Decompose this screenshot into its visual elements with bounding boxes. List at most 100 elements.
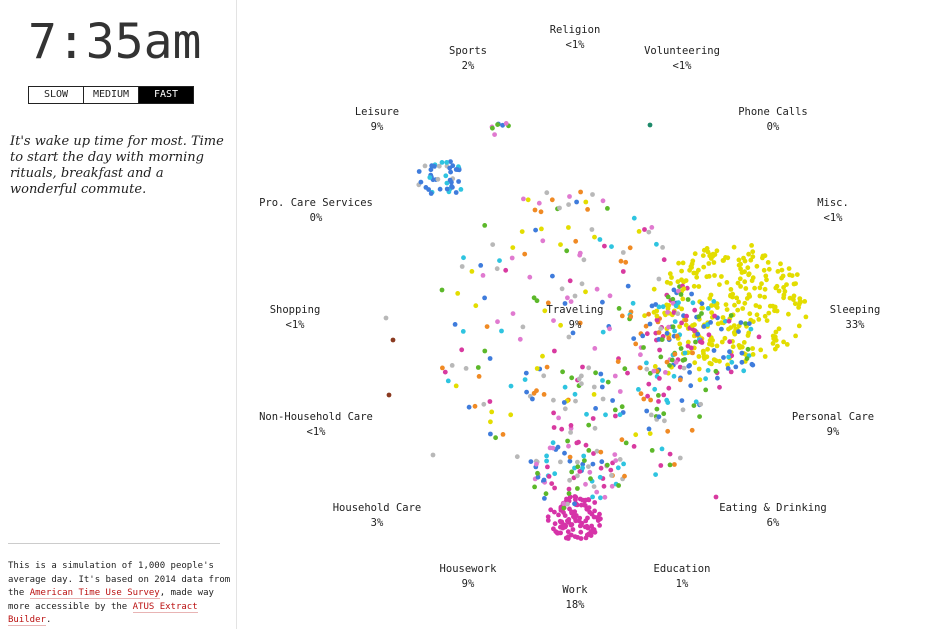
atus-extract-builder-link[interactable]: ATUS Extract Builder <box>8 601 198 626</box>
person-dot-traveling <box>646 381 652 387</box>
person-dot-traveling <box>459 347 465 353</box>
person-dot-traveling <box>619 313 625 319</box>
person-dot-traveling <box>566 225 571 230</box>
person-dot-mixed <box>567 458 573 464</box>
person-dot-sleeping <box>701 264 707 270</box>
person-dot-mixed <box>582 458 587 463</box>
person-dot-sleeping <box>772 308 777 314</box>
person-dot-sports <box>492 132 497 138</box>
person-dot-mixed <box>567 477 572 483</box>
person-dot-personal-care <box>705 306 711 311</box>
person-dot-sleeping <box>754 263 760 269</box>
person-dot-sleeping <box>757 293 763 299</box>
person-dot-personal-care <box>739 350 745 356</box>
person-dot-traveling <box>475 365 481 370</box>
atus-link[interactable]: American Time Use Survey <box>29 588 160 599</box>
person-dot-sports <box>495 122 500 127</box>
person-dot-mixed <box>544 458 549 464</box>
person-dot-traveling <box>530 396 535 402</box>
person-dot-eating <box>586 448 592 453</box>
activity-label-volunteering: Volunteering <box>644 45 720 57</box>
activity-label-personal-care: Personal Care <box>792 411 874 423</box>
person-dot-mixed <box>602 494 608 500</box>
person-dot-traveling <box>645 393 650 399</box>
person-dot-mixed <box>641 345 646 350</box>
person-dot-mixed <box>549 481 555 486</box>
activity-label-phone-calls: Phone Calls <box>738 106 808 118</box>
person-dot-mixed <box>541 477 547 483</box>
person-dot-sleeping <box>696 284 702 289</box>
person-dot-traveling <box>556 415 561 421</box>
person-dot-traveling <box>654 313 660 319</box>
person-dot-traveling <box>599 459 605 465</box>
person-dot-personal-care <box>729 359 735 365</box>
person-dot-traveling <box>674 333 680 339</box>
person-dot-personal-care <box>717 384 722 390</box>
person-dot-eating <box>679 398 685 403</box>
person-dot-sleeping <box>762 294 767 300</box>
speed-medium-button[interactable]: MEDIUM <box>84 87 139 103</box>
person-dot-eating <box>613 413 618 419</box>
person-dot-leisure <box>453 190 459 195</box>
person-dot-traveling <box>476 374 482 379</box>
person-dot-mixed <box>590 494 595 500</box>
person-dot-sleeping <box>711 260 717 265</box>
person-dot-mixed <box>630 300 636 306</box>
person-dot-traveling <box>494 266 500 272</box>
person-dot-leisure <box>427 175 433 180</box>
person-dot-traveling <box>623 259 629 265</box>
person-dot-mixed <box>656 337 662 342</box>
person-dot-sleeping <box>724 280 730 285</box>
person-dot-traveling <box>681 365 687 371</box>
person-dot-eating <box>644 366 650 372</box>
person-dot-sleeping <box>775 269 781 274</box>
person-dot-traveling <box>654 317 660 323</box>
person-dot-sleeping <box>742 279 748 285</box>
person-dot-mixed <box>643 323 649 329</box>
speed-fast-button[interactable]: FAST <box>139 87 193 103</box>
person-dot-sleeping <box>782 289 788 294</box>
person-dot-mixed <box>695 331 701 337</box>
speed-slow-button[interactable]: SLOW <box>29 87 84 103</box>
person-dot-eating <box>559 426 565 432</box>
person-dot-eating <box>550 440 556 446</box>
person-dot-traveling <box>580 364 585 370</box>
activity-percent-misc: <1% <box>824 212 844 224</box>
person-dot-traveling <box>617 389 623 394</box>
person-dot-personal-care <box>672 319 678 324</box>
person-dot-sleeping <box>701 348 706 354</box>
person-dot-mixed <box>550 445 556 451</box>
person-dot-sleeping <box>726 326 731 332</box>
person-dot-mixed <box>647 370 653 376</box>
about-text-part: , made way more accessible by the <box>8 588 214 612</box>
person-dot-sleeping <box>779 267 785 273</box>
person-dot-eating <box>575 459 580 465</box>
person-dot-mixed <box>609 483 615 489</box>
person-dot-leisure <box>439 160 445 165</box>
person-dot-sleeping <box>762 286 768 292</box>
person-dot-traveling <box>463 366 469 371</box>
person-dot-traveling <box>631 444 637 449</box>
person-dot-leisure <box>450 163 456 169</box>
person-dot-traveling <box>499 328 504 334</box>
person-dot-traveling <box>540 238 546 244</box>
person-dot-mixed <box>580 461 586 467</box>
person-dot-sleeping <box>780 273 786 279</box>
person-dot-traveling <box>641 396 647 402</box>
person-dot-sleeping <box>709 310 714 315</box>
person-dot-personal-care <box>748 326 754 332</box>
person-dot-sleeping <box>781 339 786 345</box>
person-dot-sleeping <box>786 311 791 317</box>
person-dot-traveling <box>524 389 529 395</box>
person-dot-personal-care <box>727 339 733 345</box>
person-dot-sleeping <box>773 337 779 343</box>
person-dot-household <box>386 392 392 398</box>
person-dot-sleeping <box>719 339 725 345</box>
person-dot-mixed <box>532 484 537 490</box>
person-dot-personal-care <box>699 301 705 306</box>
person-dot-traveling <box>536 200 542 206</box>
person-dot-sleeping <box>667 271 673 277</box>
person-dot-traveling <box>633 432 639 438</box>
person-dot-sleeping <box>717 358 722 364</box>
clock-display: 7:35am <box>28 14 202 70</box>
